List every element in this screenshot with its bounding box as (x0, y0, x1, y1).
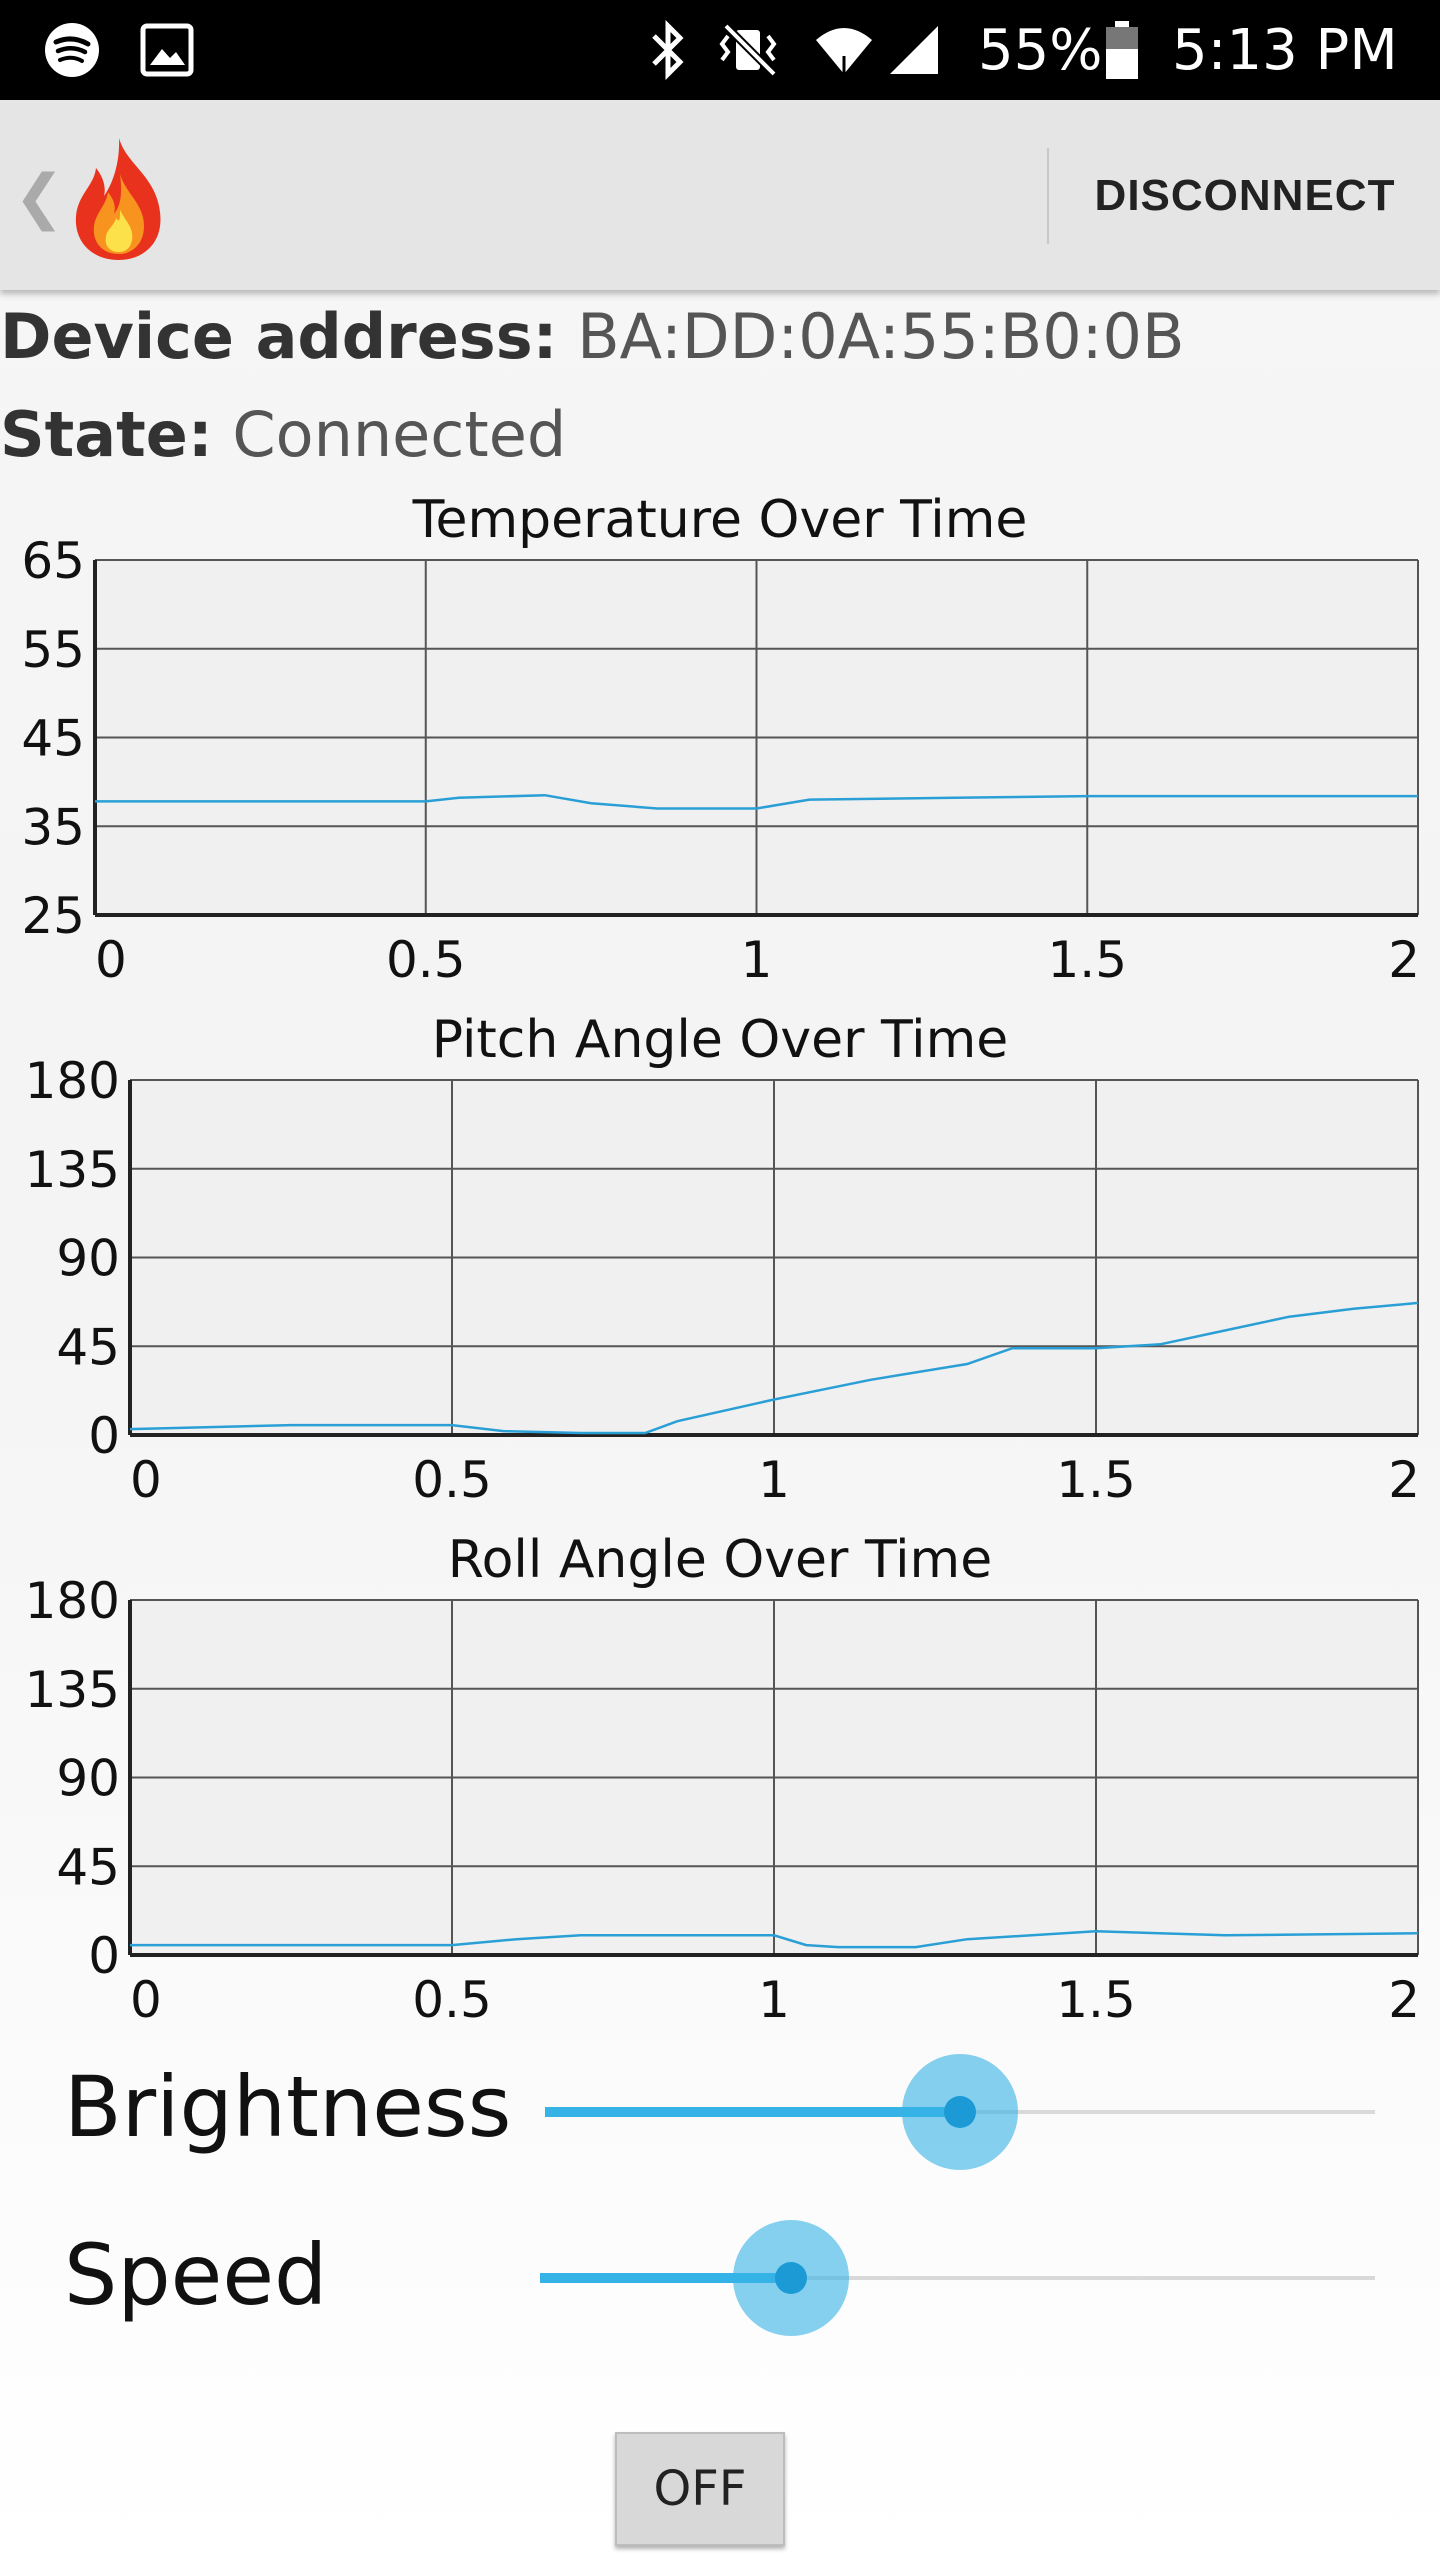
roll-chart: 180 135 90 45 00 0.5 1 1.5 2 (25, 1580, 1420, 2029)
gallery-icon (140, 0, 194, 100)
pitch-series-line (129, 1301, 1419, 1435)
roll-x-tick-label: 0.5 (412, 1971, 492, 2029)
flame-logo-icon[interactable] (64, 134, 174, 264)
pitch-y-tick-label: 0 (88, 1407, 120, 1465)
status-bar: 55% 5:13 PM (0, 0, 1440, 100)
vibrate-icon (712, 0, 784, 100)
roll-x-tick-label: 1.5 (1056, 1971, 1136, 2029)
pitch-chart-title: Pitch Angle Over Time (431, 1010, 1009, 1070)
disconnect-button[interactable]: DISCONNECT (1094, 171, 1396, 220)
battery-icon (1104, 0, 1140, 100)
back-icon[interactable]: ❮ (14, 162, 65, 232)
roll-series-line (130, 1930, 1419, 1949)
roll-y-tick-label: 90 (56, 1750, 120, 1808)
temperature-x-tick-label: 1.5 (1047, 931, 1127, 989)
temperature-y-tick-label: 45 (21, 710, 85, 768)
off-button[interactable]: OFF (615, 2432, 785, 2546)
temperature-series-line (95, 793, 1418, 810)
temperature-y-tick-label: 55 (21, 621, 85, 679)
pitch-y-tick-label: 135 (25, 1141, 120, 1199)
pitch-x-tick-label: 0 (130, 1451, 162, 1509)
roll-y-tick-label: 135 (25, 1661, 120, 1719)
speed-slider[interactable] (540, 2198, 1375, 2358)
roll-y-tick-label: 45 (56, 1838, 120, 1896)
pitch-y-tick-label: 45 (56, 1318, 120, 1376)
clock: 5:13 PM (1172, 17, 1398, 83)
temperature-chart-title: Temperature Over Time (412, 490, 1028, 550)
brightness-slider-thumb[interactable] (944, 2096, 976, 2128)
device-address-row: Device address: BA:DD:0A:55:B0:0B (0, 300, 1185, 373)
action-bar: ❮ DISCONNECT (0, 100, 1440, 290)
temperature-chart: 65 55 45 35 250 0.5 1 1.5 2 (21, 540, 1420, 989)
roll-x-tick-label: 1 (758, 1971, 790, 2029)
temperature-x-tick-label: 1 (741, 931, 773, 989)
temperature-x-tick-label: 2 (1388, 931, 1420, 989)
speed-slider-track[interactable] (540, 2276, 1375, 2280)
state-label: State: (0, 398, 213, 471)
pitch-x-tick-label: 2 (1388, 1451, 1420, 1509)
speed-slider-thumb[interactable] (774, 2262, 807, 2294)
state-value: Connected (232, 398, 567, 471)
roll-y-tick-label: 180 (25, 1580, 120, 1630)
state-row: State: Connected (0, 398, 566, 471)
wifi-icon (812, 0, 876, 100)
temperature-y-tick-label: 35 (21, 798, 85, 856)
speed-slider-fill (540, 2273, 791, 2283)
temperature-y-tick-label: 25 (21, 887, 85, 945)
device-address-value: BA:DD:0A:55:B0:0B (577, 300, 1185, 373)
brightness-slider-fill (545, 2107, 960, 2117)
signal-icon (886, 0, 942, 100)
roll-y-tick-label: 0 (88, 1927, 120, 1985)
pitch-x-tick-label: 0.5 (412, 1451, 492, 1509)
pitch-y-tick-label: 90 (56, 1230, 120, 1288)
roll-chart-title: Roll Angle Over Time (447, 1530, 993, 1590)
pitch-x-tick-label: 1 (758, 1451, 790, 1509)
roll-x-tick-label: 2 (1388, 1971, 1420, 2029)
battery-percent: 55% (978, 17, 1103, 83)
roll-x-tick-label: 0 (130, 1971, 162, 2029)
bluetooth-icon (648, 0, 688, 100)
spotify-icon (42, 0, 102, 100)
pitch-chart: 180 135 90 45 00 0.5 1 1.5 2 (25, 1060, 1420, 1509)
brightness-label: Brightness (64, 2058, 512, 2156)
action-bar-divider (1047, 148, 1049, 244)
pitch-x-tick-label: 1.5 (1056, 1451, 1136, 1509)
device-address-label: Device address: (0, 300, 558, 373)
speed-label: Speed (64, 2226, 328, 2324)
temperature-x-tick-label: 0 (95, 931, 127, 989)
temperature-x-tick-label: 0.5 (386, 931, 466, 989)
temperature-y-tick-label: 65 (21, 540, 85, 590)
brightness-slider[interactable] (545, 2032, 1375, 2192)
pitch-y-tick-label: 180 (25, 1060, 120, 1110)
